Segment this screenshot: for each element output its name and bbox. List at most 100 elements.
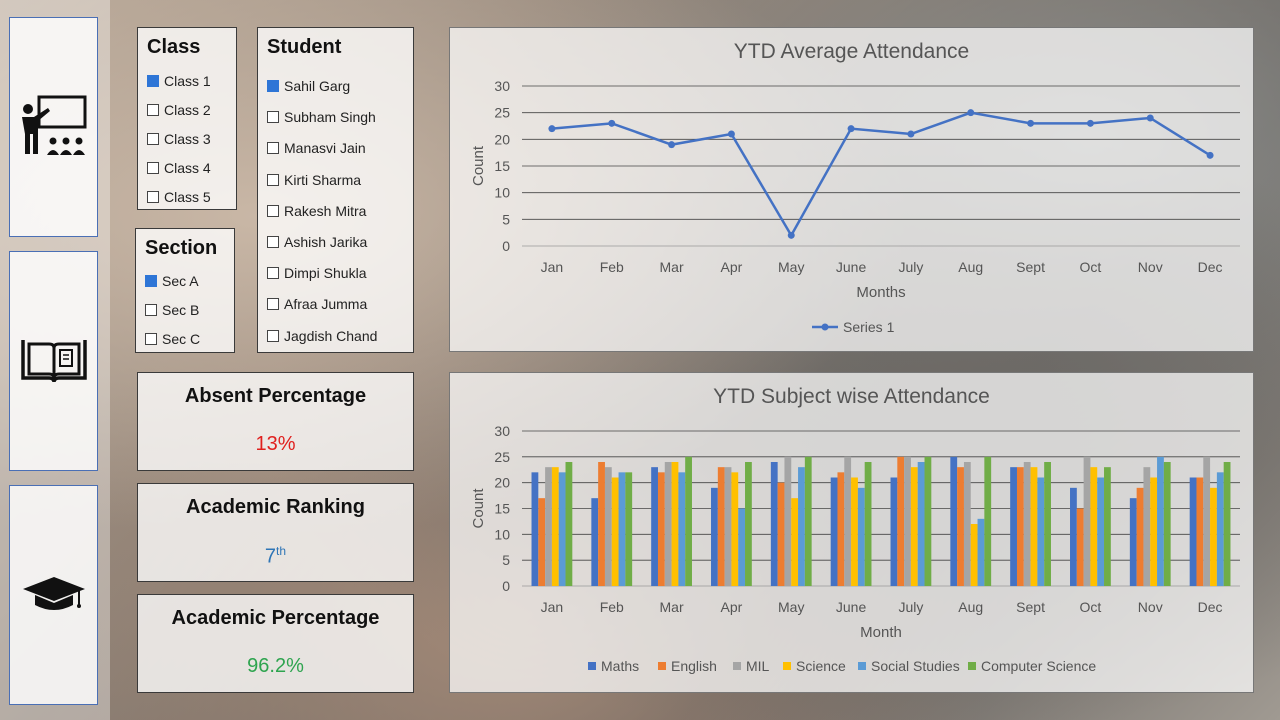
checkbox[interactable] — [267, 173, 279, 186]
checkbox[interactable] — [267, 111, 279, 124]
bar — [1010, 467, 1017, 586]
student-filter-item-label: Kirti Sharma — [284, 171, 362, 188]
bar — [770, 462, 778, 586]
data-point — [727, 130, 735, 138]
student-filter-item[interactable]: Sahil Garg — [267, 78, 350, 94]
section-filter-item[interactable]: Sec A — [145, 273, 199, 289]
checkbox[interactable] — [147, 75, 159, 87]
section-filter-item[interactable]: Sec B — [145, 302, 199, 318]
y-tick-label: 20 — [494, 475, 510, 491]
x-tick-label: Nov — [1138, 259, 1163, 275]
y-tick-label: 10 — [494, 185, 510, 201]
nav-tile-classroom[interactable] — [9, 17, 98, 237]
student-filter-item[interactable]: Manasvi Jain — [267, 140, 366, 156]
bar — [957, 467, 964, 586]
checkbox[interactable] — [267, 298, 279, 311]
checkbox[interactable] — [267, 142, 279, 155]
bar — [591, 498, 599, 586]
checkbox[interactable] — [145, 333, 157, 345]
x-tick-label: May — [778, 259, 804, 275]
y-tick-label: 25 — [494, 105, 510, 121]
y-tick-label: 30 — [494, 78, 510, 94]
x-tick-label: Feb — [600, 599, 624, 615]
class-filter-item[interactable]: Class 3 — [147, 131, 211, 147]
nav-tile-graduation[interactable] — [9, 485, 98, 705]
bar — [618, 472, 626, 586]
checkbox[interactable] — [267, 204, 279, 217]
teacher-classroom-icon — [21, 95, 86, 155]
bar — [724, 467, 732, 586]
data-point — [1146, 114, 1154, 122]
legend-swatch — [858, 662, 866, 670]
student-filter-item-label: Dimpi Shukla — [284, 265, 367, 282]
bar — [1044, 462, 1051, 586]
section-filter-item-label: Sec A — [162, 273, 199, 289]
student-filter-item[interactable]: Dimpi Shukla — [267, 265, 366, 281]
x-tick-label: Apr — [721, 259, 743, 275]
open-book-icon — [20, 340, 87, 383]
data-point — [907, 130, 915, 138]
class-filter-item-label: Class 3 — [164, 131, 211, 147]
x-tick-label: Mar — [660, 599, 684, 615]
student-filter-item[interactable]: Rakesh Mitra — [267, 203, 366, 219]
bar — [538, 498, 546, 586]
bar — [1136, 487, 1144, 586]
legend-swatch — [968, 662, 976, 670]
bar — [890, 477, 898, 586]
bar — [830, 477, 838, 586]
legend-label: MIL — [746, 658, 770, 674]
student-filter-item[interactable]: Afraa Jumma — [267, 296, 367, 312]
bar — [678, 472, 686, 586]
class-filter-item[interactable]: Class 5 — [147, 189, 211, 205]
class-filter-item[interactable]: Class 2 — [147, 102, 211, 118]
checkbox[interactable] — [267, 267, 279, 280]
y-tick-label: 30 — [494, 423, 510, 439]
graduation-cap-icon — [22, 577, 85, 610]
legend-label: Maths — [601, 658, 639, 674]
y-axis-label: Count — [470, 488, 487, 529]
bar — [1210, 487, 1217, 586]
checkbox[interactable] — [147, 191, 159, 203]
student-filter-item[interactable]: Subham Singh — [267, 109, 376, 125]
legend-label: English — [671, 658, 717, 674]
checkbox[interactable] — [147, 133, 159, 145]
line-chart-title: YTD Average Attendance — [733, 40, 970, 63]
nav-tile-book[interactable] — [9, 251, 98, 471]
bar — [1037, 477, 1045, 586]
section-filter-title: Section — [145, 237, 218, 259]
data-point — [668, 141, 676, 149]
bar — [711, 487, 718, 586]
x-tick-label: Oct — [1080, 599, 1102, 615]
legend-marker — [821, 323, 829, 331]
x-tick-label: Aug — [958, 259, 983, 275]
checkbox[interactable] — [267, 236, 279, 248]
section-filter-item[interactable]: Sec C — [145, 331, 200, 347]
checkbox[interactable] — [267, 329, 279, 342]
student-filter-item-label: Subham Singh — [284, 109, 376, 126]
checkbox[interactable] — [267, 80, 279, 92]
class-filter-item-label: Class 5 — [164, 189, 211, 205]
bar — [1189, 477, 1197, 586]
y-tick-label: 20 — [494, 131, 510, 147]
student-filter-item[interactable]: Jagdish Chand — [267, 328, 377, 344]
student-filter-item[interactable]: Kirti Sharma — [267, 172, 361, 188]
checkbox[interactable] — [145, 304, 157, 316]
bar — [977, 518, 985, 586]
legend-swatch — [658, 662, 666, 670]
bar — [717, 467, 725, 586]
bar — [1070, 487, 1077, 586]
bar — [851, 477, 858, 586]
class-filter-item[interactable]: Class 1 — [147, 73, 211, 89]
checkbox[interactable] — [145, 275, 157, 287]
class-filter-item[interactable]: Class 4 — [147, 160, 211, 176]
bar — [904, 456, 911, 586]
checkbox[interactable] — [147, 104, 159, 116]
x-tick-label: Mar — [660, 259, 684, 275]
bar — [531, 472, 539, 586]
x-tick-label: Apr — [721, 599, 743, 615]
absent-percentage-value: 13% — [255, 433, 296, 455]
checkbox[interactable] — [147, 162, 159, 174]
student-filter-item[interactable]: Ashish Jarika — [267, 234, 367, 250]
bar — [963, 462, 971, 586]
bar — [1023, 462, 1031, 586]
